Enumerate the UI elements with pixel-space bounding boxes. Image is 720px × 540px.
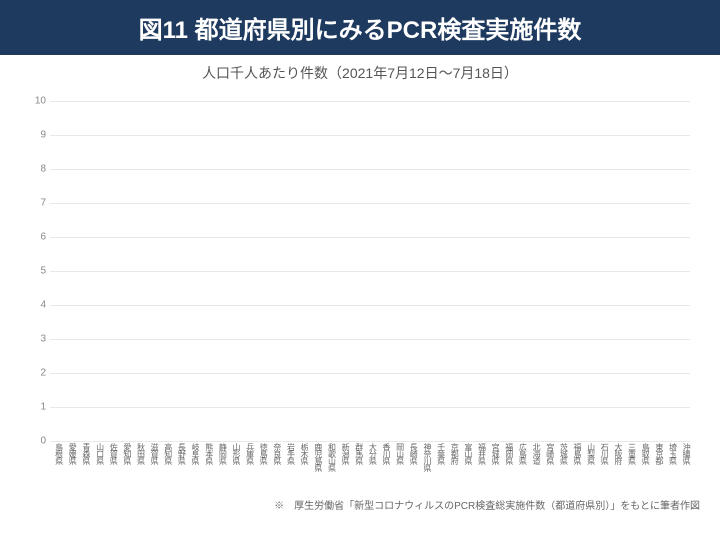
x-tick-label: 宮城県 (487, 441, 500, 491)
y-tick-label: 3 (40, 334, 46, 345)
y-tick-label: 4 (40, 300, 46, 311)
x-tick-label: 京都府 (446, 441, 459, 491)
x-tick-label: 愛知県 (118, 441, 131, 491)
x-tick-label: 栃木県 (296, 441, 309, 491)
x-tick-label: 長野県 (173, 441, 186, 491)
x-tick-label: 岩手県 (282, 441, 295, 491)
x-tick-label: 秋田県 (132, 441, 145, 491)
y-tick-label: 2 (40, 368, 46, 379)
x-tick-label: 富山県 (459, 441, 472, 491)
y-tick-label: 5 (40, 266, 46, 277)
x-tick-label: 福島県 (568, 441, 581, 491)
x-tick-label: 鳥取県 (637, 441, 650, 491)
x-tick-label: 鹿児島県 (309, 441, 322, 491)
x-tick-label: 新潟県 (336, 441, 349, 491)
chart-title: 図11 都道府県別にみるPCR検査実施件数 (139, 17, 582, 44)
x-tick-label: 佐賀県 (105, 441, 118, 491)
x-tick-label: 高知県 (159, 441, 172, 491)
chart-header: 図11 都道府県別にみるPCR検査実施件数 (0, 0, 720, 55)
x-tick-label: 埼玉県 (664, 441, 677, 491)
x-tick-label: 北海道 (527, 441, 540, 491)
x-tick-label: 和歌山県 (323, 441, 336, 491)
x-tick-label: 岡山県 (391, 441, 404, 491)
x-tick-label: 島根県 (50, 441, 63, 491)
x-tick-label: 宮崎県 (541, 441, 554, 491)
chart-container: 0 1 2 3 4 5 6 7 8 9 10 島根県愛媛県青森県山口県佐賀県愛知県秋田県滋賀県高知県… (20, 91, 700, 491)
x-tick-label: 兵庫県 (241, 441, 254, 491)
x-tick-label: 山形県 (227, 441, 240, 491)
x-tick-label: 山梨県 (582, 441, 595, 491)
y-tick-label: 9 (40, 130, 46, 141)
y-tick-label: 8 (40, 164, 46, 175)
y-tick-label: 0 (40, 436, 46, 447)
x-tick-label: 茨城県 (555, 441, 568, 491)
x-tick-label: 滋賀県 (145, 441, 158, 491)
chart-subtitle: 人口千人あたり件数（2021年7月12日～7月18日） (0, 63, 720, 83)
x-tick-label: 神奈川県 (418, 441, 431, 491)
y-tick-label: 7 (40, 198, 46, 209)
x-tick-label: 三重県 (623, 441, 636, 491)
x-tick-label: 福岡県 (500, 441, 513, 491)
x-tick-label: 石川県 (596, 441, 609, 491)
x-tick-label: 熊本県 (200, 441, 213, 491)
x-tick-label: 千葉県 (432, 441, 445, 491)
y-axis: 012345678910 (20, 101, 50, 441)
x-tick-label: 愛媛県 (64, 441, 77, 491)
x-tick-label: 山口県 (91, 441, 104, 491)
x-tick-label: 奈良県 (268, 441, 281, 491)
y-tick-label: 1 (40, 402, 46, 413)
chart-footnote: ※ 厚生労働省「新型コロナウィルスのPCR検査総実施件数（都道府県別）」をもとに… (0, 497, 700, 512)
bar-group (50, 101, 690, 441)
x-tick-label: 広島県 (514, 441, 527, 491)
x-axis-labels: 島根県愛媛県青森県山口県佐賀県愛知県秋田県滋賀県高知県長野県岐阜県熊本県静岡県山… (50, 441, 690, 491)
x-tick-label: 徳島県 (255, 441, 268, 491)
x-tick-label: 岐阜県 (186, 441, 199, 491)
x-tick-label: 香川県 (377, 441, 390, 491)
x-tick-label: 長崎県 (405, 441, 418, 491)
x-tick-label: 青森県 (77, 441, 90, 491)
x-tick-label: 福井県 (473, 441, 486, 491)
x-tick-label: 沖縄県 (677, 441, 690, 491)
y-tick-label: 6 (40, 232, 46, 243)
y-tick-label: 10 (35, 96, 46, 107)
x-tick-label: 群馬県 (350, 441, 363, 491)
x-tick-label: 大阪府 (609, 441, 622, 491)
x-tick-label: 静岡県 (214, 441, 227, 491)
x-tick-label: 大分県 (364, 441, 377, 491)
plot-area (50, 101, 690, 441)
x-tick-label: 東京都 (650, 441, 663, 491)
